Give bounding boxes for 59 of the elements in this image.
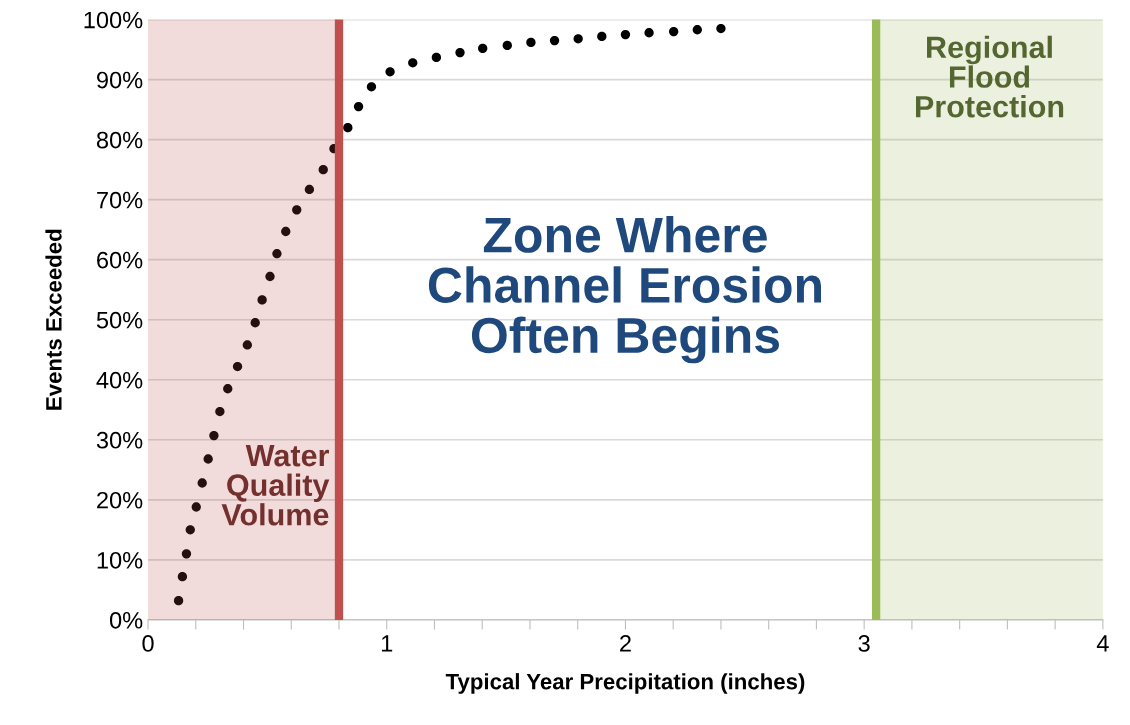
point (455, 47, 465, 58)
point (215, 406, 225, 417)
point (197, 478, 207, 488)
x-tick-label: 1 (381, 635, 393, 652)
y-tick-label: 100% (84, 11, 143, 29)
point (526, 37, 536, 48)
band-label: Regional Flood Protection (915, 35, 1064, 118)
point (669, 26, 679, 37)
point (318, 164, 328, 175)
y-tick-label: 80% (96, 131, 143, 149)
point (177, 571, 188, 582)
annotation: Zone Where Channel Erosion Often Begins (428, 216, 821, 364)
point (692, 25, 702, 35)
x-tick-label: 3 (858, 635, 870, 652)
y-axis-title: Events Exceeded (45, 229, 62, 410)
point (573, 34, 583, 44)
point (223, 384, 233, 394)
point (549, 35, 560, 46)
y-tick-label: 70% (97, 191, 143, 209)
point (620, 29, 631, 40)
y-tick-label: 20% (97, 491, 143, 509)
point (353, 101, 364, 112)
point (250, 318, 260, 328)
point (203, 454, 213, 464)
point (257, 295, 267, 305)
point (272, 249, 282, 259)
point (366, 82, 377, 92)
point (597, 31, 607, 42)
point (191, 502, 201, 512)
point (265, 271, 275, 282)
point (478, 43, 488, 54)
y-tick-label: 30% (96, 431, 143, 449)
y-tick-label: 60% (97, 251, 143, 269)
y-tick-label: 0% (109, 611, 143, 629)
band-label: Water Quality Volume (221, 445, 330, 526)
y-tick-label: 50% (96, 311, 143, 329)
point (343, 122, 353, 133)
point (644, 28, 654, 38)
point (281, 226, 291, 237)
x-tick-label: 2 (620, 635, 631, 652)
point (716, 23, 726, 34)
y-tick-label: 10% (97, 551, 143, 569)
point (408, 58, 418, 68)
point (431, 52, 442, 63)
point (232, 361, 243, 372)
point (292, 205, 302, 215)
y-tick-label: 90% (97, 71, 143, 89)
point (185, 525, 195, 535)
point (209, 430, 219, 441)
point (385, 67, 395, 77)
point (173, 596, 184, 606)
x-tick-label: 0 (142, 635, 154, 652)
x-axis-title: Typical Year Precipitation (inches) (445, 673, 805, 694)
x-tick-label: 4 (1096, 635, 1109, 652)
y-tick-label: 40% (96, 371, 143, 389)
point (304, 184, 315, 195)
point (502, 40, 512, 51)
point (181, 549, 192, 559)
point (242, 340, 252, 350)
